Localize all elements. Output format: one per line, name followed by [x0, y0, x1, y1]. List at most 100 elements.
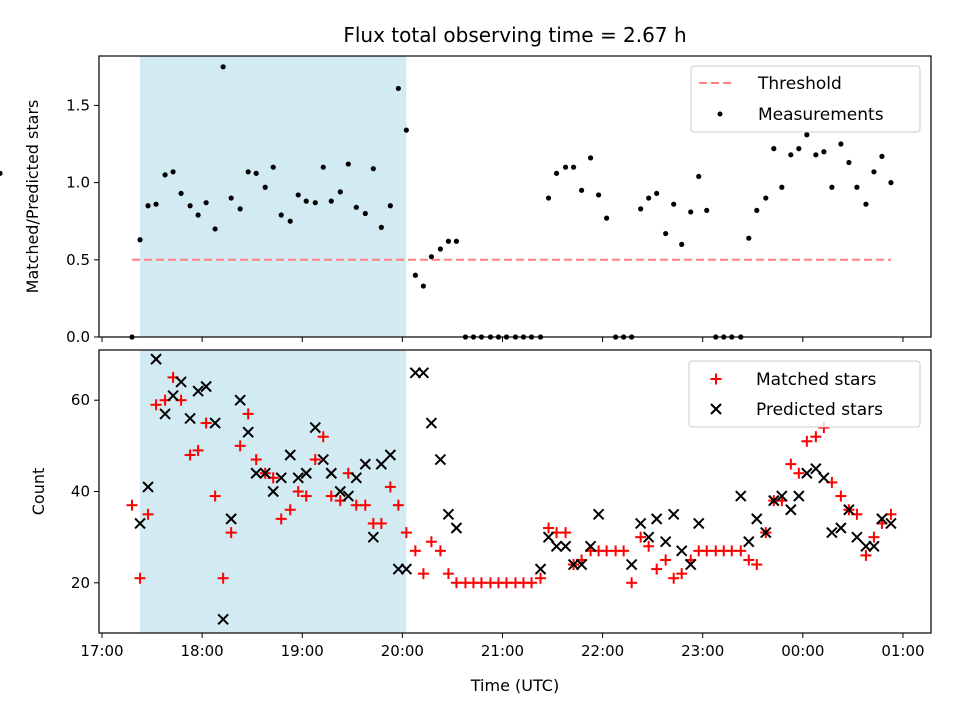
measurement-point: [604, 215, 610, 221]
predicted-point: [342, 490, 355, 502]
matched-point: [150, 399, 162, 411]
cross-b: [751, 513, 763, 525]
measurement-point: [838, 141, 844, 147]
cross-b: [192, 385, 204, 397]
measurement-point: [879, 153, 885, 159]
matched-point: [126, 499, 138, 511]
measurement-point: [137, 237, 143, 243]
cross-b: [868, 540, 880, 552]
measurement-point: [696, 173, 702, 180]
top-y-tick-label: 0.0: [66, 328, 90, 346]
predicted-point: [242, 426, 254, 438]
cross-b: [685, 558, 697, 571]
cross-b: [625, 558, 638, 571]
bottom-plot-frame: [98, 349, 932, 634]
cross-b: [259, 467, 271, 479]
measurement-point: [328, 198, 334, 204]
predicted-point: [885, 517, 897, 530]
predicted-point: [768, 494, 780, 507]
cross-b: [659, 536, 672, 548]
cross-b: [217, 613, 229, 626]
predicted-point: [400, 563, 413, 575]
cross-b: [776, 490, 788, 502]
predicted-point: [785, 504, 797, 516]
measurement-point: [278, 212, 284, 218]
measurement-point: [178, 190, 184, 197]
predicted-point: [450, 522, 463, 534]
predicted-point: [743, 536, 755, 548]
top-plot-frame: [98, 55, 932, 338]
measurement-point: [846, 159, 852, 166]
predicted-point: [192, 385, 204, 397]
measurement-point: [253, 170, 259, 176]
measurement-point: [688, 209, 694, 215]
predicted-point: [810, 462, 822, 475]
predicted-point: [876, 513, 888, 525]
predicted-point: [309, 421, 321, 434]
predicted-point: [659, 536, 672, 548]
measurement-point: [212, 226, 218, 232]
cross-b: [167, 389, 179, 402]
cross-b: [450, 522, 463, 534]
predicted-point: [417, 367, 430, 379]
measurement-point: [153, 201, 159, 207]
predicted-point: [592, 508, 605, 521]
measurement-point: [437, 246, 444, 252]
measurement-point: [453, 238, 460, 244]
predicted-point: [843, 504, 855, 516]
measurement-point: [888, 180, 894, 186]
measurement-point: [295, 192, 301, 198]
cross-b: [693, 517, 705, 530]
legend-matched-label: Matched stars: [756, 370, 876, 390]
predicted-point: [209, 417, 221, 429]
predicted-point: [760, 526, 772, 539]
cross-b: [434, 453, 447, 466]
predicted-point: [175, 376, 187, 388]
measurement-point: [412, 272, 418, 278]
cross-b: [225, 513, 237, 525]
measurement-point: [596, 192, 602, 198]
predicted-point: [300, 467, 312, 479]
predicted-point: [284, 449, 296, 461]
count-panel: 20 40 60 17:00 18:00 19:00 20:00 21:00 22:00 23:…: [29, 349, 932, 695]
legend-predicted-swatch: [710, 403, 722, 415]
matched-point: [284, 504, 296, 516]
legend-x-marker: [710, 403, 722, 415]
cross-b: [150, 353, 162, 365]
x-tick-label: 00:00: [781, 642, 824, 660]
matched-point: [434, 545, 446, 557]
cross-b: [134, 517, 146, 530]
cross-b: [843, 504, 855, 516]
cross-b: [735, 490, 747, 502]
legend-predicted-label: Predicted stars: [756, 400, 883, 420]
predicted-point: [375, 458, 388, 470]
cross-b: [300, 467, 312, 479]
measurement-point: [345, 161, 351, 167]
matched-point: [225, 527, 237, 539]
measurement-point: [578, 187, 585, 193]
measurement-point: [804, 132, 810, 138]
measurement-point: [553, 170, 560, 176]
cross-b: [275, 472, 287, 484]
cross-b: [442, 508, 455, 521]
predicted-point: [434, 453, 447, 466]
measurement-point: [420, 283, 426, 289]
matched-point: [142, 508, 154, 520]
predicted-point: [250, 467, 262, 479]
predicted-point: [675, 545, 688, 557]
matched-point: [384, 481, 396, 493]
ratio-panel: 0.0 0.5 1.0 1.5 Flux total observing time =…: [0, 23, 932, 346]
predicted-point: [275, 472, 287, 484]
matched-point: [543, 522, 555, 534]
measurement-point: [679, 241, 685, 247]
matched-point: [184, 449, 196, 461]
predicted-point: [868, 540, 880, 552]
matched-point: [192, 444, 204, 456]
predicted-point: [826, 526, 838, 539]
predicted-point: [542, 531, 555, 543]
measurement-point: [370, 166, 376, 172]
matched-point: [526, 577, 538, 589]
predicted-point: [693, 517, 705, 530]
measurement-point: [779, 184, 785, 190]
cross-b: [559, 540, 572, 552]
